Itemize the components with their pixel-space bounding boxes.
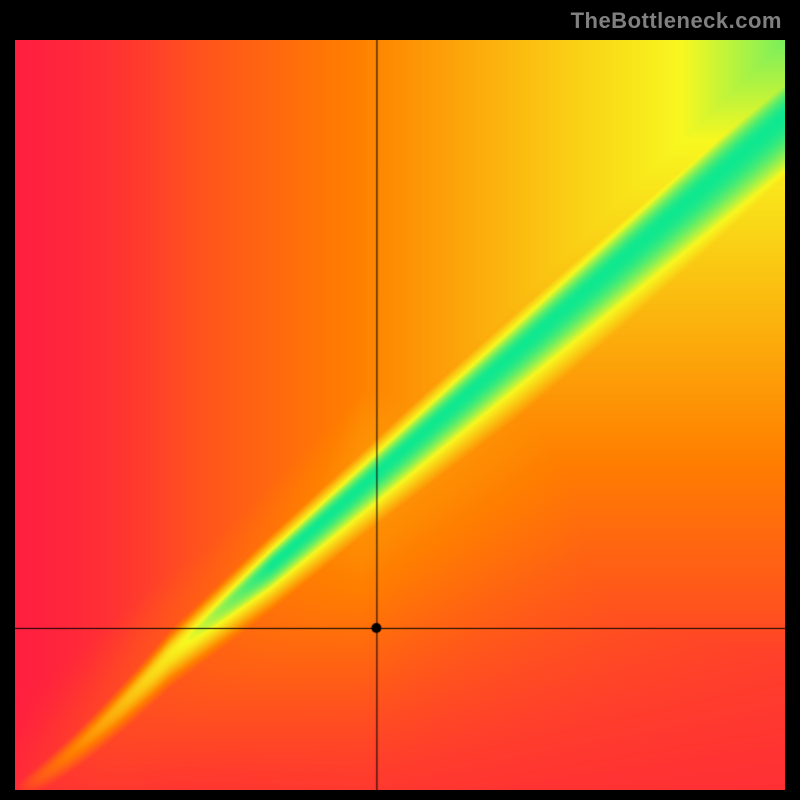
bottleneck-heatmap bbox=[15, 40, 785, 790]
watermark-text: TheBottleneck.com bbox=[571, 8, 782, 34]
